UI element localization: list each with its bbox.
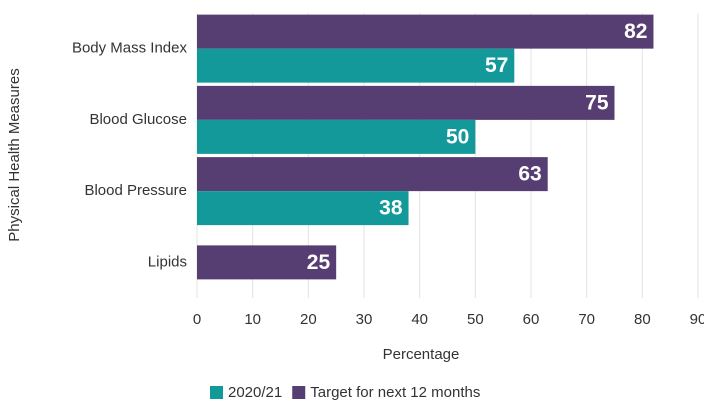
bar	[197, 245, 337, 280]
x-tick-label: 0	[193, 311, 201, 328]
y-axis-label: Physical Health Measures	[6, 68, 23, 241]
x-tick-label: 20	[300, 311, 317, 328]
legend-swatch	[210, 386, 223, 399]
bar	[197, 119, 476, 154]
bar	[197, 85, 615, 120]
bar	[197, 14, 654, 49]
x-tick-label: 80	[634, 311, 651, 328]
value-label: 50	[446, 125, 469, 148]
x-tick-label: 50	[467, 311, 484, 328]
value-label: 82	[624, 20, 647, 43]
value-label: 75	[585, 91, 609, 114]
x-tick-label: 40	[411, 311, 428, 328]
x-tick-label: 30	[356, 311, 373, 328]
y-tick-label: Lipids	[148, 253, 187, 270]
bar	[197, 191, 409, 226]
legend-label: Target for next 12 months	[310, 384, 480, 401]
x-tick-label: 90	[690, 311, 704, 328]
value-label: 38	[379, 197, 403, 220]
y-tick-label: Blood Glucose	[89, 111, 187, 128]
value-label: 63	[518, 163, 541, 186]
x-tick-label: 70	[578, 311, 595, 328]
bar	[197, 157, 548, 192]
legend-label: 2020/21	[228, 384, 282, 401]
legend-swatch	[292, 386, 306, 399]
x-tick-label: 10	[244, 311, 261, 328]
value-label: 25	[307, 251, 331, 274]
x-tick-label: 60	[523, 311, 540, 328]
bar	[197, 48, 515, 83]
x-axis-label: Percentage	[383, 346, 460, 363]
y-tick-label: Body Mass Index	[72, 40, 188, 57]
value-label: 57	[485, 54, 508, 77]
y-tick-label: Blood Pressure	[84, 182, 187, 199]
